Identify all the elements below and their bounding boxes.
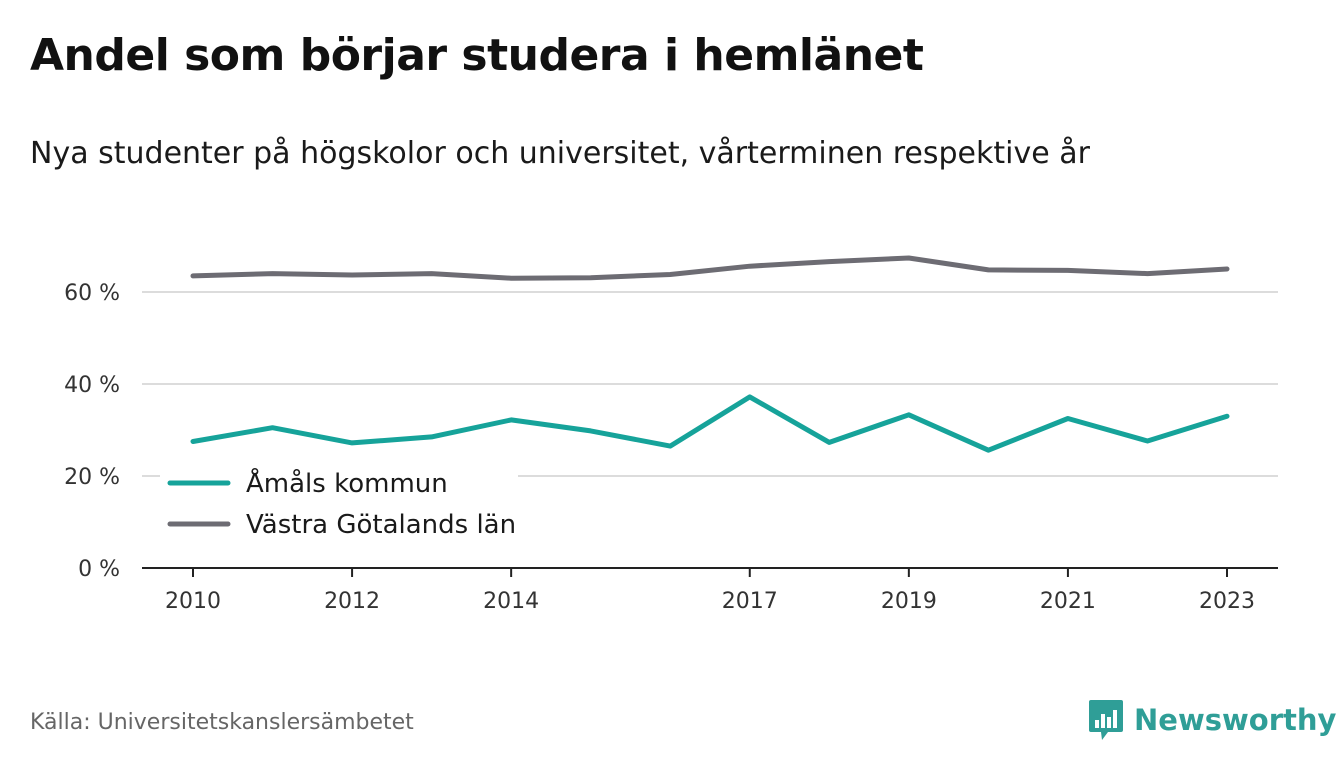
x-tick-label: 2019 [881, 589, 937, 614]
y-tick-label: 20 % [64, 465, 120, 490]
series-line-1 [190, 394, 1230, 453]
chart-subtitle: Nya studenter på högskolor och universit… [30, 136, 1090, 171]
chart-title: Andel som börjar studera i hemlänet [30, 30, 924, 81]
legend-background [160, 462, 518, 544]
source-note: Källa: Universitetskanslersämbetet [30, 710, 414, 735]
newsworthy-logo-icon [1089, 700, 1123, 740]
brand-logo[interactable]: Newsworthy [1088, 698, 1336, 742]
brand-name: Newsworthy [1134, 703, 1337, 737]
y-tick-label: 40 % [64, 373, 120, 398]
x-tick-label: 2014 [483, 589, 539, 614]
x-tick-label: 2021 [1040, 589, 1096, 614]
y-tick-label: 0 % [78, 557, 120, 582]
x-tick-label: 2010 [165, 589, 221, 614]
y-tick-label: 60 % [64, 281, 120, 306]
legend-label: Åmåls kommun [246, 467, 448, 499]
x-tick-label: 2023 [1199, 589, 1255, 614]
x-tick-label: 2012 [324, 589, 380, 614]
x-tick-label: 2017 [722, 589, 778, 614]
legend-label: Västra Götalands län [246, 510, 516, 540]
series-line-2 [190, 255, 1230, 281]
